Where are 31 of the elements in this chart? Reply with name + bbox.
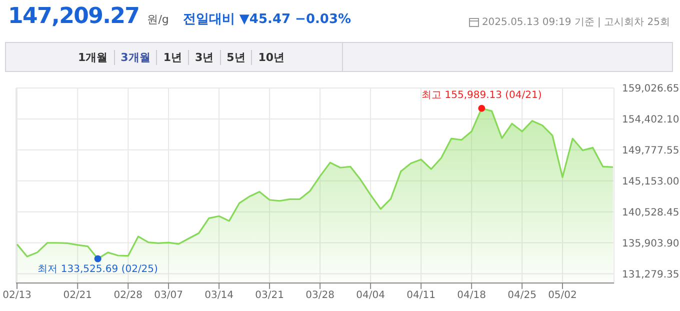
y-tick-label: 149,777.55 <box>622 145 680 156</box>
x-tick-label: 04/18 <box>457 290 486 302</box>
x-tick-label: 04/11 <box>406 290 436 302</box>
x-tick-label: 02/21 <box>63 290 92 302</box>
text: 2025.05.13 09:19 기준 | 고시회차 25회 <box>482 16 670 29</box>
data-label: 최저 133,525.69 (02/25) <box>38 264 158 276</box>
text: 10년 <box>251 50 291 65</box>
x-tick-label: 03/14 <box>204 290 234 302</box>
text: 5년 <box>220 50 252 65</box>
x-tick-label: 04/25 <box>508 290 536 302</box>
x-tick-label: 02/13 <box>2 290 32 302</box>
y-tick-label: 140,528.45 <box>622 207 680 218</box>
chart-title: 147,209.27 <box>8 4 140 29</box>
text: 1년 <box>156 50 188 65</box>
x-tick-label: 04/04 <box>356 290 385 302</box>
text: 3년 <box>188 50 220 65</box>
x-tick-label: 02/28 <box>114 290 143 302</box>
text: 전일대비 ▼45.47 −0.03% <box>182 11 352 28</box>
x-tick-label: 03/07 <box>154 290 183 302</box>
y-tick-label: 159,026.65 <box>622 84 680 95</box>
chart-subtitle: 원/g <box>147 12 169 27</box>
y-tick-label: 131,279.35 <box>622 269 680 280</box>
y-tick-label: 135,903.90 <box>622 238 680 250</box>
text: 3개월 <box>114 50 156 65</box>
text: 1개월 <box>77 50 109 65</box>
x-tick-label: 03/21 <box>255 290 284 302</box>
x-tick-label: 05/02 <box>548 290 577 302</box>
x-tick-label: 03/28 <box>306 290 334 302</box>
y-tick-label: 154,402.10 <box>622 114 680 126</box>
y-tick-label: 145,153.00 <box>622 176 680 188</box>
data-label: 최고 155,989.13 (04/21) <box>422 90 542 101</box>
